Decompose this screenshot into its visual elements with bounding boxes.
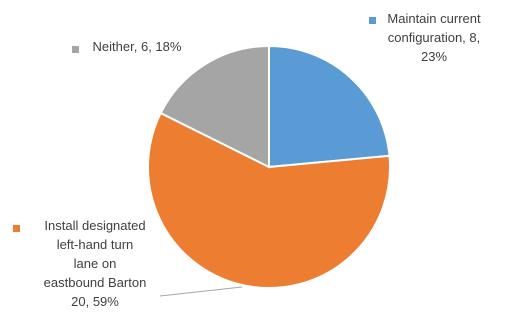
data-label-0-line-0: Maintain current (387, 11, 481, 26)
data-label-0: Maintain current configuration, 8, 23% (387, 11, 481, 64)
leader-line (159, 286, 243, 297)
data-label-0-line-2: 23% (421, 49, 447, 64)
pie-slice-0 (268, 44, 391, 169)
legend-marker-1 (13, 225, 20, 232)
data-label-2: Neither, 6, 18% (93, 39, 182, 54)
legend-marker-0 (369, 17, 376, 24)
data-label-1-line-1: left-hand turn (57, 237, 134, 252)
pie-slice-2 (159, 44, 270, 169)
data-label-1-line-4: 20, 59% (71, 294, 119, 309)
data-label-1: Install designated left-hand turn lane on e… (44, 218, 147, 309)
data-label-1-line-2: lane on (74, 256, 117, 271)
data-label-0-line-1: configuration, 8, (388, 30, 481, 45)
pie-slice-1 (147, 111, 391, 290)
data-label-1-line-3: eastbound Barton (44, 275, 147, 290)
data-label-1-line-0: Install designated (44, 218, 145, 233)
legend-marker-2 (72, 46, 79, 53)
data-label-2-line-0: Neither, 6, 18% (93, 39, 182, 54)
